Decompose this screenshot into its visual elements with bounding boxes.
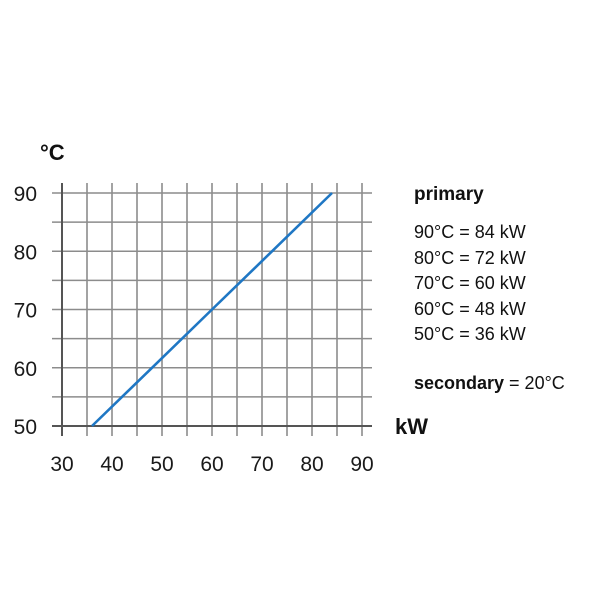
legend-entry: 50°C = 36 kW (414, 324, 526, 344)
x-tick-label: 30 (50, 453, 73, 476)
legend: primary 90°C = 84 kW 80°C = 72 kW 70°C =… (414, 182, 565, 396)
legend-entry: 70°C = 60 kW (414, 273, 526, 293)
x-tick-label: 50 (150, 453, 173, 476)
x-tick-label: 80 (300, 453, 323, 476)
y-axis-unit: °C (40, 140, 65, 165)
y-tick-label: 70 (14, 300, 37, 323)
x-tick-label: 60 (200, 453, 223, 476)
secondary-label: secondary (414, 372, 505, 393)
tick-labels: 30 40 50 60 70 80 90 90 80 70 60 50 (14, 183, 374, 476)
y-tick-label: 90 (14, 183, 37, 206)
x-axis-unit: kW (395, 414, 428, 439)
y-tick-label: 80 (14, 241, 37, 264)
secondary-value: = 20°C (504, 372, 565, 393)
x-tick-label: 90 (350, 453, 373, 476)
legend-entry: 90°C = 84 kW (414, 222, 526, 242)
legend-title: primary (414, 184, 484, 205)
y-tick-label: 60 (14, 358, 37, 381)
x-tick-label: 70 (250, 453, 273, 476)
legend-entry: 80°C = 72 kW (414, 247, 526, 268)
legend-entry: 60°C = 48 kW (414, 298, 526, 319)
x-tick-label: 40 (100, 453, 123, 476)
y-tick-label: 50 (14, 416, 37, 439)
series-line (91, 192, 333, 427)
legend-secondary: secondary = 20°C (414, 370, 565, 396)
